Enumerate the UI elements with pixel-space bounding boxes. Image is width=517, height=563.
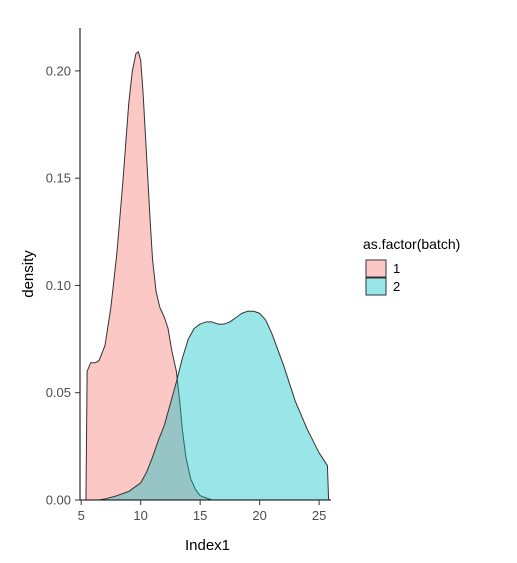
- y-tick-label: 0.00: [46, 493, 71, 508]
- axes: [79, 28, 331, 501]
- x-tick-label: 20: [252, 508, 266, 523]
- density-area-series-2: [98, 310, 330, 501]
- y-tick-label: 0.15: [46, 171, 71, 186]
- legend: as.factor(batch) 12: [363, 236, 460, 296]
- legend-entries: 12: [365, 259, 400, 296]
- legend-key-1: [365, 259, 387, 278]
- x-tick-label: 25: [312, 508, 326, 523]
- x-tick-label: 5: [78, 508, 85, 523]
- x-axis-title: Index1: [185, 537, 230, 554]
- density-area-series-1: [85, 51, 213, 501]
- series-layer: [85, 51, 330, 501]
- y-axis-title: density: [20, 250, 37, 298]
- x-tick-label: 10: [133, 508, 147, 523]
- y-tick-label: 0.20: [46, 63, 71, 78]
- x-ticks: 5 10 15 20 25: [78, 500, 326, 523]
- legend-title: as.factor(batch): [363, 236, 460, 252]
- y-ticks: 0.00 0.05 0.10 0.15 0.20: [46, 63, 80, 508]
- legend-key-2: [365, 277, 387, 296]
- y-tick-label: 0.10: [46, 278, 71, 293]
- legend-label-2: 2: [393, 279, 400, 294]
- y-tick-label: 0.05: [46, 385, 71, 400]
- x-tick-label: 15: [193, 508, 207, 523]
- legend-label-1: 1: [393, 261, 400, 276]
